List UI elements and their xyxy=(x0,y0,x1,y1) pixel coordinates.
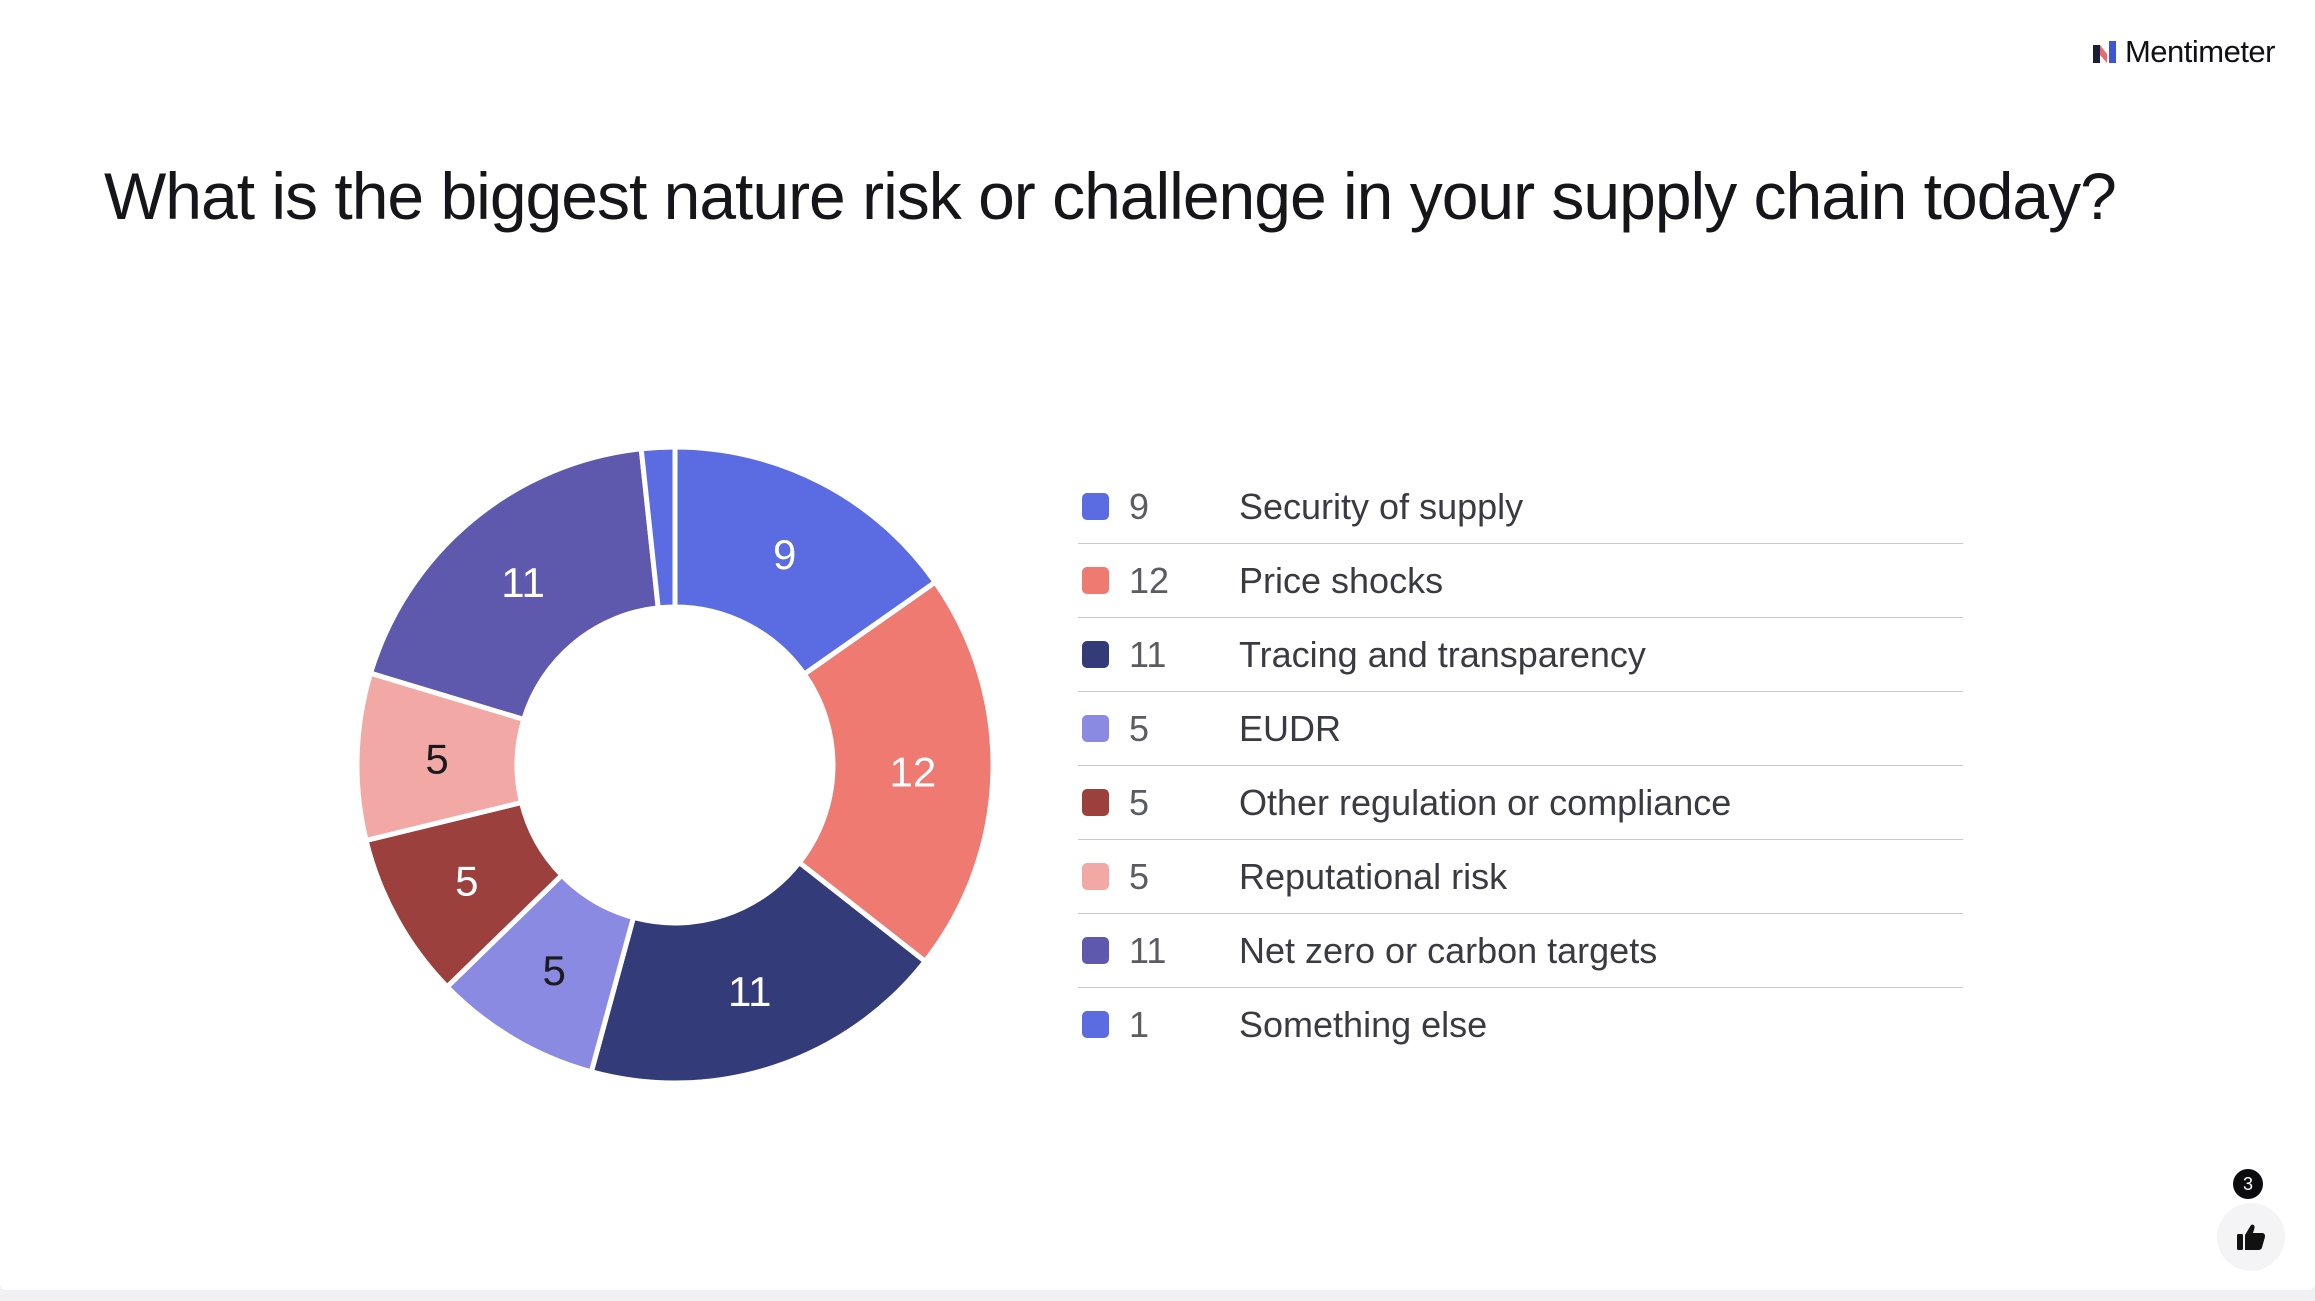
slice-data-label: 9 xyxy=(773,531,796,578)
legend-label: Something else xyxy=(1239,1003,1488,1045)
legend-label: EUDR xyxy=(1239,707,1342,749)
thumbs-up-icon xyxy=(2237,1224,2266,1250)
legend-swatch xyxy=(1082,1011,1109,1038)
legend-value: 5 xyxy=(1129,781,1150,823)
legend-label: Net zero or carbon targets xyxy=(1239,929,1658,971)
slice-data-label: 5 xyxy=(425,736,448,783)
legend-label: Other regulation or compliance xyxy=(1239,781,1732,823)
slice-data-label: 5 xyxy=(455,857,478,904)
brand-name: Mentimeter xyxy=(2124,34,2276,69)
legend-value: 11 xyxy=(1129,929,1167,971)
legend-value: 5 xyxy=(1129,855,1150,897)
donut-chart: 9 12 11 5 5 5 11 xyxy=(354,444,996,1086)
chart-legend: 9 Security of supply 12 Price shocks 11 Traci… xyxy=(1078,470,1963,1061)
legend-value: 1 xyxy=(1129,1003,1150,1045)
legend-item: 1 Something else xyxy=(1078,988,1963,1061)
reaction-count-badge: 3 xyxy=(2233,1169,2263,1199)
legend-item: 11 Tracing and transparency xyxy=(1078,618,1963,692)
legend-value: 12 xyxy=(1129,559,1170,601)
brand: Mentimeter xyxy=(2092,34,2276,70)
legend-item: 5 EUDR xyxy=(1078,692,1963,766)
donut-slice xyxy=(368,446,661,722)
legend-swatch xyxy=(1082,715,1109,742)
legend-swatch xyxy=(1082,567,1109,594)
legend-label: Reputational risk xyxy=(1239,855,1508,897)
legend-value: 5 xyxy=(1129,707,1150,749)
legend-label: Tracing and transparency xyxy=(1239,633,1646,675)
slice-data-label: 11 xyxy=(501,559,545,606)
legend-item: 5 Reputational risk xyxy=(1078,840,1963,914)
legend-item: 5 Other regulation or compliance xyxy=(1078,766,1963,840)
legend-label: Security of supply xyxy=(1239,485,1524,527)
donut-slice xyxy=(796,579,996,964)
legend-swatch xyxy=(1082,493,1109,520)
legend-item: 12 Price shocks xyxy=(1078,544,1963,618)
legend-swatch xyxy=(1082,789,1109,816)
legend-value: 11 xyxy=(1129,633,1167,675)
slice-data-label: 11 xyxy=(728,968,772,1015)
page-title: What is the biggest nature risk or chall… xyxy=(104,159,2117,233)
legend-item: 11 Net zero or carbon targets xyxy=(1078,914,1963,988)
reaction-button[interactable]: 3 xyxy=(2217,1169,2285,1271)
legend-swatch xyxy=(1082,641,1109,668)
legend-label: Price shocks xyxy=(1239,559,1444,601)
legend-value: 9 xyxy=(1129,485,1150,527)
donut-slice xyxy=(672,444,938,677)
legend-item: 9 Security of supply xyxy=(1078,470,1963,544)
slice-data-label: 12 xyxy=(890,748,937,795)
donut-slice xyxy=(638,444,678,611)
slice-data-label: 5 xyxy=(542,947,565,994)
mentimeter-logo-icon xyxy=(2092,41,2116,63)
legend-swatch xyxy=(1082,863,1109,890)
donut-slice xyxy=(588,860,928,1086)
legend-swatch xyxy=(1082,937,1109,964)
